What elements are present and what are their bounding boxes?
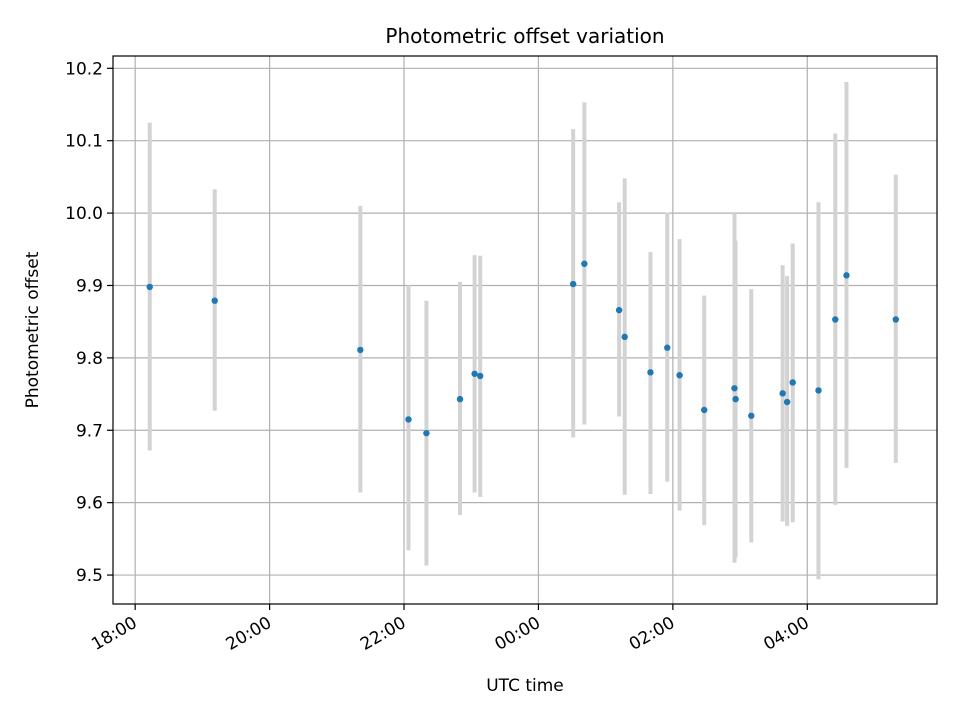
data-points	[146, 260, 899, 437]
chart-title: Photometric offset variation	[385, 24, 664, 48]
data-point	[476, 372, 484, 380]
data-point	[423, 429, 430, 437]
data-point	[748, 412, 755, 419]
data-point	[621, 333, 628, 341]
data-point	[471, 370, 478, 377]
data-point	[456, 395, 464, 403]
data-point	[892, 316, 899, 323]
data-point	[569, 280, 577, 288]
data-point	[647, 369, 654, 376]
data-point	[676, 372, 683, 379]
data-point	[146, 283, 153, 291]
y-tick-label: 10.1	[65, 132, 103, 152]
data-point	[843, 272, 850, 279]
data-point	[701, 406, 708, 414]
data-point	[815, 387, 822, 394]
y-tick-label: 9.5	[76, 566, 103, 586]
data-point	[615, 306, 623, 314]
plot-frame	[112, 55, 938, 605]
data-point	[783, 398, 791, 406]
data-point	[832, 316, 839, 323]
x-axis-label: UTC time	[486, 676, 564, 696]
y-tick-label: 9.7	[76, 421, 103, 441]
grid-lines	[113, 56, 937, 604]
data-point	[779, 390, 786, 397]
data-point	[581, 260, 588, 267]
y-tick-label: 9.9	[76, 276, 103, 296]
data-point	[731, 385, 738, 392]
y-tick-label: 9.8	[76, 349, 103, 369]
data-point	[211, 297, 218, 304]
data-point	[732, 395, 739, 403]
y-axis-ticks: 9.5 9.6 9.7 9.8 9.9 10.0 10.1 10.2	[65, 59, 113, 586]
data-point	[405, 416, 412, 423]
y-axis-label: Photometric offset	[23, 251, 43, 408]
data-point	[357, 346, 364, 354]
data-point	[789, 379, 796, 386]
y-tick-label: 10.0	[65, 204, 103, 224]
y-tick-label: 10.2	[65, 59, 103, 79]
y-tick-label: 9.6	[76, 494, 103, 514]
data-point	[664, 344, 671, 351]
